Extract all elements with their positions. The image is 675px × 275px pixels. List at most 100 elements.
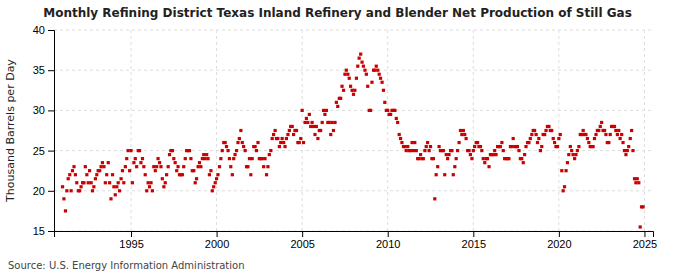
points	[61, 53, 645, 229]
point	[261, 157, 264, 160]
point	[600, 121, 603, 124]
tick-mark	[644, 231, 645, 237]
tick-mark	[48, 70, 54, 71]
tick: 40	[33, 24, 54, 36]
point	[400, 141, 403, 144]
tick-mark	[48, 110, 54, 111]
point	[74, 173, 77, 176]
tick-mark	[302, 231, 303, 237]
point	[87, 181, 90, 184]
point	[544, 129, 547, 132]
point	[479, 145, 482, 148]
point	[465, 137, 468, 140]
point	[292, 133, 295, 136]
tick-label: 1995	[119, 238, 143, 250]
point	[253, 145, 256, 148]
tick-mark	[48, 30, 54, 31]
point	[365, 73, 368, 76]
point	[543, 133, 546, 136]
point	[584, 133, 587, 136]
point	[524, 145, 527, 148]
tick-label: 15	[33, 225, 45, 237]
point	[99, 165, 102, 168]
point	[125, 157, 128, 160]
point	[148, 185, 151, 188]
point	[155, 165, 158, 168]
point	[70, 189, 73, 192]
point	[627, 145, 630, 148]
point	[486, 157, 489, 160]
point	[621, 141, 624, 144]
point	[328, 121, 331, 124]
point	[428, 149, 431, 152]
point	[536, 141, 539, 144]
point	[256, 141, 259, 144]
tick-label: 20	[33, 185, 45, 197]
point	[378, 73, 381, 76]
point	[476, 141, 479, 144]
point	[472, 149, 475, 152]
point	[483, 161, 486, 164]
point	[238, 137, 241, 140]
point	[389, 113, 392, 116]
point	[570, 149, 573, 152]
point	[467, 149, 470, 152]
point	[445, 153, 448, 156]
point	[269, 149, 272, 152]
point	[415, 149, 418, 152]
point	[128, 169, 131, 172]
point	[433, 197, 436, 200]
point	[109, 197, 112, 200]
point	[309, 125, 312, 128]
point	[71, 169, 74, 172]
point	[592, 145, 595, 148]
point	[316, 137, 319, 140]
point	[288, 129, 291, 132]
point	[102, 165, 105, 168]
point	[168, 153, 171, 156]
point	[138, 149, 141, 152]
point	[358, 57, 361, 60]
point	[299, 137, 302, 140]
grid-line	[216, 30, 217, 231]
point	[382, 89, 385, 92]
point	[535, 133, 538, 136]
point	[425, 145, 428, 148]
point	[629, 137, 632, 140]
point	[101, 161, 104, 164]
tick-mark	[217, 231, 218, 237]
point	[119, 177, 122, 180]
point	[409, 149, 412, 152]
point	[419, 153, 422, 156]
point	[376, 69, 379, 72]
point	[162, 185, 165, 188]
point	[174, 161, 177, 164]
point	[359, 53, 362, 56]
point	[206, 157, 209, 160]
point	[122, 181, 125, 184]
point	[502, 149, 505, 152]
point	[482, 157, 485, 160]
point	[131, 181, 134, 184]
point	[636, 177, 639, 180]
grid-line	[131, 30, 132, 231]
point	[158, 161, 161, 164]
point	[233, 153, 236, 156]
point	[452, 173, 455, 176]
tick: 35	[33, 64, 54, 76]
tick-mark	[131, 231, 132, 237]
point	[135, 165, 138, 168]
point	[349, 85, 352, 88]
point	[562, 189, 565, 192]
point	[232, 157, 235, 160]
point	[313, 133, 316, 136]
tick-label: 2000	[205, 238, 229, 250]
point	[62, 197, 65, 200]
tick: 2020	[547, 231, 571, 250]
point	[141, 157, 144, 160]
point	[205, 153, 208, 156]
point	[291, 125, 294, 128]
point	[469, 153, 472, 156]
point	[380, 81, 383, 84]
point	[631, 149, 634, 152]
